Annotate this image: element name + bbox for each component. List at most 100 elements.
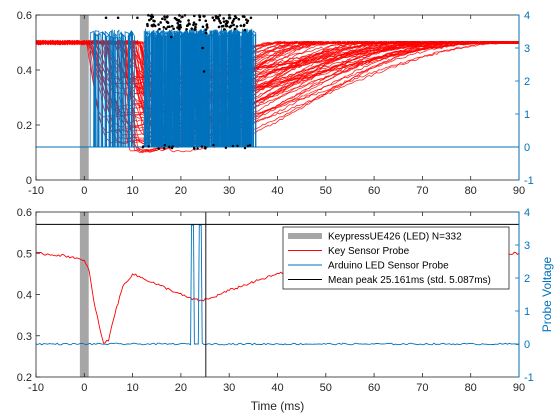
top-peak-marker <box>204 28 208 31</box>
top-peak-marker <box>163 15 166 18</box>
top-peak-marker <box>185 28 188 31</box>
top-peak-marker <box>152 19 155 23</box>
top-baseline-marker <box>170 146 174 150</box>
top-peak-marker <box>163 18 167 21</box>
top-peak-marker <box>188 22 191 26</box>
top-plot-area <box>36 15 519 180</box>
top-baseline-marker <box>224 146 228 150</box>
top-peak-marker <box>211 16 215 19</box>
bottom-y-tick-label: 0.2 <box>17 372 32 384</box>
top-x-tick-label: 10 <box>126 185 138 197</box>
bottom-x-tick-label: 80 <box>465 382 477 394</box>
legend-label: Mean peak 25.161ms (std. 5.087ms) <box>328 275 491 286</box>
top-peak-marker <box>231 19 235 23</box>
top-peak-markers <box>104 13 253 150</box>
top-peak-marker <box>204 31 208 35</box>
top-peak-marker <box>237 17 241 21</box>
bottom-keypress-bar-rect <box>79 212 89 377</box>
bottom-right-y-tick-label: -1 <box>524 372 534 384</box>
top-peak-marker <box>162 25 166 29</box>
top-baseline-marker <box>236 144 239 148</box>
top-peak-marker <box>190 27 193 30</box>
top-x-tick-label: 90 <box>513 185 525 197</box>
bottom-x-tick-label: 70 <box>416 382 428 394</box>
top-peak-marker <box>241 15 245 18</box>
bottom-right-y-tick-label: 4 <box>524 207 530 219</box>
top-keypress-bar <box>79 15 89 180</box>
top-peak-marker <box>217 25 221 29</box>
top-baseline-marker <box>246 144 250 148</box>
top-peak-marker <box>198 18 201 22</box>
bottom-axes: -10 0 10 20 30 40 50 60 70 80 900.20.30.40.50.6-10… <box>17 207 534 394</box>
top-peak-marker <box>222 28 226 31</box>
top-right-y-tick-label: -1 <box>524 175 534 187</box>
top-peak-marker <box>222 17 225 20</box>
top-peak-marker <box>234 16 238 20</box>
bottom-x-tick-label: 40 <box>271 382 283 394</box>
top-peak-marker <box>232 23 235 27</box>
top-peak-marker <box>212 18 216 22</box>
top-peak-marker <box>201 25 205 29</box>
top-peak-marker <box>215 16 218 20</box>
top-baseline-marker <box>231 144 235 148</box>
top-key-sensor-trace <box>35 40 520 153</box>
top-right-y-tick-label: 1 <box>524 109 530 121</box>
top-peak-marker <box>169 35 173 39</box>
top-x-tick-label: 70 <box>416 185 428 197</box>
top-peak-marker <box>194 23 198 26</box>
top-x-tick-label: 20 <box>175 185 187 197</box>
top-baseline-marker <box>200 145 204 148</box>
top-peak-marker <box>243 28 247 32</box>
top-peak-marker <box>146 24 149 28</box>
top-peak-marker <box>166 15 169 18</box>
top-baseline-marker <box>196 147 199 150</box>
top-x-tick-label: 0 <box>81 185 87 197</box>
top-arduino-trace <box>36 29 519 148</box>
bottom-x-tick-label: 90 <box>513 382 525 394</box>
top-baseline-marker <box>192 146 196 150</box>
top-peak-marker <box>116 16 120 20</box>
bottom-x-tick-label: 20 <box>175 382 187 394</box>
top-baseline-marker <box>168 145 171 149</box>
top-peak-marker <box>178 23 182 27</box>
top-baseline-marker <box>243 146 247 150</box>
top-peak-marker <box>177 18 181 22</box>
bottom-y-tick-label: 0.3 <box>17 331 32 343</box>
bottom-x-tick-label: 30 <box>223 382 235 394</box>
bottom-right-y-tick-label: 0 <box>524 339 530 351</box>
top-baseline-marker <box>212 143 215 147</box>
right-y-axis-label: Probe Voltage <box>540 256 554 332</box>
top-x-tick-label: 30 <box>223 185 235 197</box>
top-peak-marker <box>218 19 221 23</box>
top-x-tick-label: -10 <box>28 185 44 197</box>
top-peak-marker <box>194 25 197 29</box>
top-peak-marker <box>166 21 170 25</box>
top-peak-marker <box>187 19 190 22</box>
top-peak-marker <box>151 24 154 28</box>
top-y-tick-label: 0.2 <box>17 120 32 132</box>
top-peak-marker <box>153 24 157 28</box>
top-peak-marker <box>149 17 153 20</box>
bottom-keypress-bar <box>79 212 89 377</box>
bottom-x-tick-label: 60 <box>368 382 380 394</box>
top-peak-marker <box>220 25 224 28</box>
top-keypress-bar-rect <box>79 15 89 180</box>
bottom-right-y-tick-label: 3 <box>524 240 530 252</box>
bottom-arduino-trace <box>35 224 520 346</box>
top-peak-marker <box>249 16 253 20</box>
top-y-tick-label: 0.6 <box>17 10 32 22</box>
top-peak-marker <box>202 70 206 73</box>
top-peak-marker <box>158 27 161 31</box>
top-peak-marker <box>232 17 236 21</box>
top-key-sensor-trace <box>35 39 520 144</box>
top-peak-marker <box>222 20 226 23</box>
top-peak-marker <box>193 28 197 31</box>
top-key-sensor-traces <box>35 39 520 154</box>
top-peak-marker <box>225 19 228 23</box>
top-peak-marker <box>244 18 248 21</box>
top-peak-marker <box>170 24 174 28</box>
bottom-arduino-line <box>35 224 520 346</box>
top-peak-marker <box>233 27 237 31</box>
top-peak-marker <box>217 17 220 21</box>
